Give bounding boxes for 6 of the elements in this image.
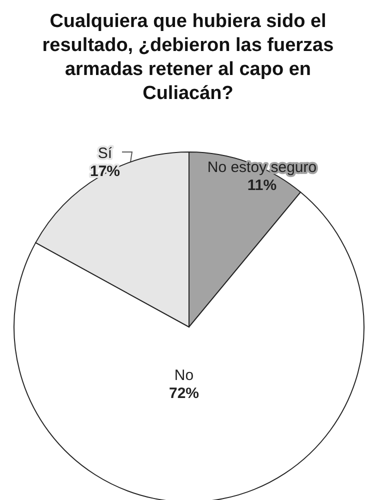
slice-label: Sí [98,145,113,162]
chart-title: Cualquiera que hubiera sido el resultado, ¿debieron las fuerzas armadas retener al capo en Culiacán? [41,10,335,106]
slice-label: No [174,367,194,384]
data-label: 11% [247,177,277,194]
slice-label: No estoy seguro [207,159,317,176]
data-label: 72% [168,385,200,402]
